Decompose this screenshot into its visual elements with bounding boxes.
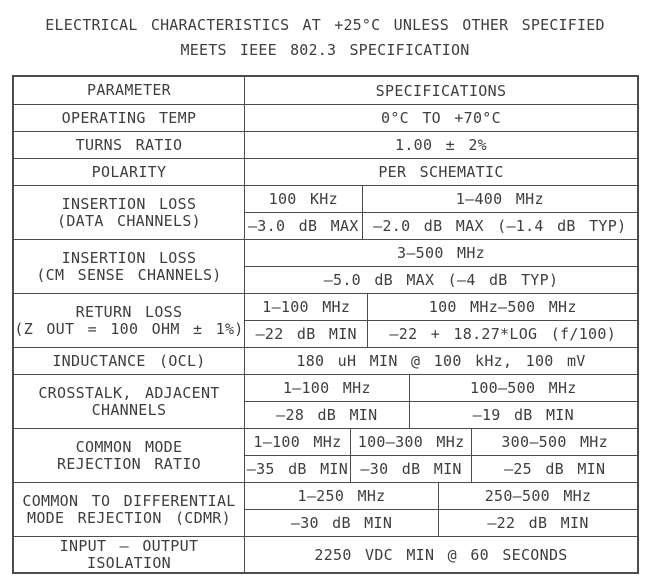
header-specifications: SPECIFICATIONS (375, 81, 507, 100)
row-return-loss: RETURN LOSS (Z OUT = 100 OHM ± 1%) 1–100… (14, 293, 637, 347)
value-polarity: PER SCHEMATIC (378, 163, 504, 181)
row-insertion-loss-data: INSERTION LOSS (DATA CHANNELS) 100 KHz 1… (14, 185, 637, 239)
subtable-crosstalk: 1–100 MHz 100–500 MHz –28 dB MIN –19 dB … (245, 375, 637, 428)
table-header-row: PARAMETER SPECIFICATIONS (14, 77, 637, 104)
freq-cell: 3–500 MHz (245, 240, 637, 267)
spec-cell: –22 + 18.27*LOG (f/100) (389, 324, 617, 343)
freq-cell: 1–100 MHz (245, 294, 369, 321)
value-isolation: 2250 VDC MIN @ 60 SECONDS (314, 545, 568, 564)
spec-cell: –22 dB MIN (487, 513, 589, 532)
row-cmrr: COMMON MODE REJECTION RATIO 1–100 MHz 10… (14, 428, 637, 482)
freq-cell: 100–300 MHz (350, 429, 473, 456)
value-inductance: 180 uH MIN @ 100 kHz, 100 mV (296, 352, 586, 370)
spec-cell: –5.0 dB MAX (–4 dB TYP) (323, 270, 559, 289)
freq-cell: 1–100 MHz (245, 429, 351, 456)
subtable-insertion-loss-cm: 3–500 MHz –5.0 dB MAX (–4 dB TYP) (245, 240, 637, 293)
subtable-cmrr: 1–100 MHz 100–300 MHz 300–500 MHz –35 dB… (245, 429, 637, 482)
row-isolation: INPUT – OUTPUT ISOLATION 2250 VDC MIN @ … (14, 536, 637, 572)
subtable-insertion-loss-data: 100 KHz 1–400 MHz –3.0 dB MAX –2.0 dB MA… (245, 186, 637, 239)
row-inductance: INDUCTANCE (OCL) 180 uH MIN @ 100 kHz, 1… (14, 347, 637, 374)
subtable-return-loss: 1–100 MHz 100 MHz–500 MHz –22 dB MIN –22… (245, 294, 637, 347)
param-cmrr: COMMON MODE REJECTION RATIO (14, 429, 245, 482)
freq-cell: 1–250 MHz (245, 483, 440, 510)
freq-cell: 100–500 MHz (409, 375, 637, 402)
spec-cell: –30 dB MIN (245, 509, 440, 536)
param-operating-temp: OPERATING TEMP (14, 105, 245, 131)
spec-cell: –19 dB MIN (472, 405, 574, 424)
spec-cell: –2.0 dB MAX (–1.4 dB TYP) (373, 216, 627, 235)
row-cdmr: COMMON TO DIFFERENTIAL MODE REJECTION (C… (14, 482, 637, 536)
param-inductance: INDUCTANCE (OCL) (14, 348, 245, 374)
param-polarity: POLARITY (14, 159, 245, 185)
freq-cell: 250–500 MHz (439, 483, 637, 510)
header-parameter: PARAMETER (14, 77, 245, 104)
freq-cell: 100 MHz–500 MHz (368, 294, 637, 321)
freq-cell: 1–100 MHz (245, 375, 410, 402)
param-insertion-loss-cm: INSERTION LOSS (CM SENSE CHANNELS) (14, 240, 245, 293)
param-crosstalk: CROSSTALK, ADJACENT CHANNELS (14, 375, 245, 428)
doc-title-line2: MEETS IEEE 802.3 SPECIFICATION (180, 41, 470, 59)
row-turns-ratio: TURNS RATIO 1.00 ± 2% (14, 131, 637, 158)
row-polarity: POLARITY PER SCHEMATIC (14, 158, 637, 185)
spec-cell: –35 dB MIN (245, 455, 351, 482)
spec-cell: –25 dB MIN (504, 459, 606, 478)
param-insertion-loss-data: INSERTION LOSS (DATA CHANNELS) (14, 186, 245, 239)
document-title: ELECTRICAL CHARACTERISTICS AT +25°C UNLE… (0, 0, 650, 63)
row-crosstalk: CROSSTALK, ADJACENT CHANNELS 1–100 MHz 1… (14, 374, 637, 428)
spec-table: PARAMETER SPECIFICATIONS OPERATING TEMP … (12, 75, 639, 574)
spec-cell: –30 dB MIN (351, 455, 473, 482)
freq-cell: 1–400 MHz (362, 186, 637, 213)
doc-title-line1: ELECTRICAL CHARACTERISTICS AT +25°C UNLE… (45, 16, 605, 34)
value-turns-ratio: 1.00 ± 2% (395, 136, 487, 154)
param-return-loss: RETURN LOSS (Z OUT = 100 OHM ± 1%) (14, 294, 245, 347)
spec-cell: –3.0 dB MAX (245, 212, 363, 239)
spec-cell: –22 dB MIN (245, 320, 369, 347)
subtable-cdmr: 1–250 MHz 250–500 MHz –30 dB MIN –22 dB … (245, 483, 637, 536)
param-cdmr: COMMON TO DIFFERENTIAL MODE REJECTION (C… (14, 483, 245, 536)
value-operating-temp: 0°C TO +70°C (381, 109, 501, 127)
row-insertion-loss-cm: INSERTION LOSS (CM SENSE CHANNELS) 3–500… (14, 239, 637, 293)
freq-cell: 300–500 MHz (472, 429, 637, 456)
row-operating-temp: OPERATING TEMP 0°C TO +70°C (14, 104, 637, 131)
spec-cell: –28 dB MIN (245, 401, 410, 428)
param-turns-ratio: TURNS RATIO (14, 132, 245, 158)
freq-cell: 100 KHz (245, 186, 363, 213)
param-isolation: INPUT – OUTPUT ISOLATION (14, 537, 245, 572)
